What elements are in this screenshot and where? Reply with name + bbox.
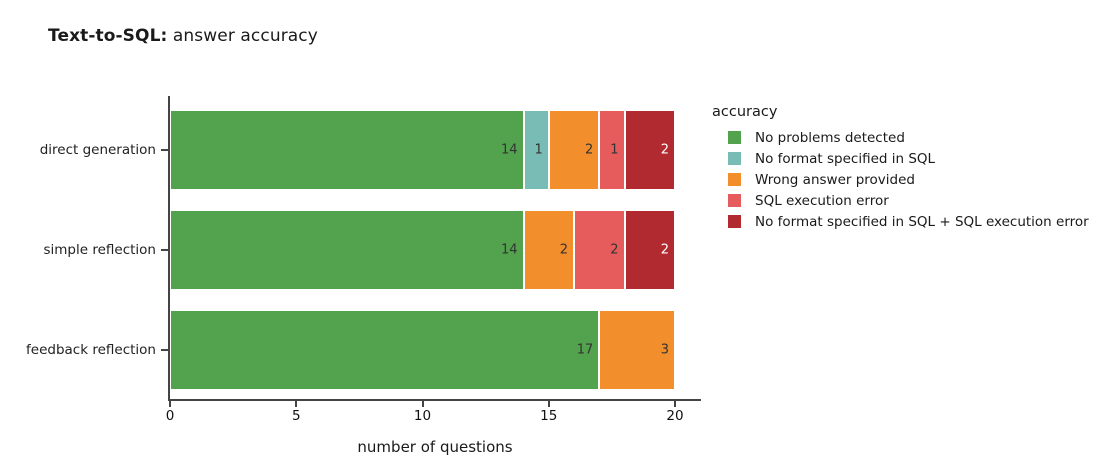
legend-item[interactable]: No format specified in SQL [712, 148, 1089, 169]
x-axis-tick-label: 10 [413, 408, 432, 424]
bar-row: 14 2 2 2 [0, 210, 1100, 290]
legend-item[interactable]: Wrong answer provided [712, 169, 1089, 190]
bar-value-label: 1 [610, 142, 619, 158]
bar-segment[interactable]: 2 [523, 210, 574, 290]
x-axis-tick-label: 15 [540, 408, 558, 424]
bar-segment[interactable]: 17 [170, 310, 600, 390]
x-axis-tick [547, 401, 550, 407]
x-axis-tick [421, 401, 424, 407]
bar-value-label: 14 [500, 142, 518, 158]
bar-row: 17 3 [0, 310, 1100, 390]
y-axis-label: feedback reflection [26, 342, 156, 358]
bar-value-label: 1 [534, 142, 543, 158]
bar-segment[interactable]: 14 [170, 210, 524, 290]
legend-swatch-icon [728, 173, 741, 186]
x-axis-tick-label: 5 [291, 408, 301, 424]
legend-item-label: SQL execution error [755, 192, 889, 209]
x-axis-title: number of questions [357, 438, 513, 456]
x-axis-tick-label: 0 [165, 408, 175, 424]
legend-item[interactable]: No problems detected [712, 127, 1089, 148]
y-axis-line [168, 96, 170, 401]
chart-title-rest: answer accuracy [167, 26, 318, 46]
legend-item-label: No format specified in SQL [755, 150, 936, 167]
bar-value-label: 2 [584, 142, 594, 158]
x-axis-line [168, 399, 701, 401]
y-axis-tick [161, 249, 168, 251]
legend-swatch-icon [728, 131, 741, 144]
legend-item[interactable]: SQL execution error [712, 190, 1089, 211]
bar-value-label: 3 [660, 342, 669, 358]
bar-value-label: 14 [500, 242, 518, 258]
chart-title: Text-to-SQL: answer accuracy [48, 26, 318, 46]
y-axis-label: direct generation [39, 142, 156, 158]
x-axis-tick-label: 20 [666, 408, 684, 424]
bar-segment[interactable]: 1 [599, 110, 625, 190]
bar-segment[interactable]: 2 [624, 210, 675, 290]
legend-item[interactable]: No format specified in SQL + SQL executi… [712, 211, 1089, 232]
legend-item-label: Wrong answer provided [755, 171, 915, 188]
x-axis-tick [169, 401, 171, 407]
bar-value-label: 2 [610, 242, 619, 258]
bar-value-label: 2 [559, 242, 568, 258]
chart-title-bold: Text-to-SQL: [48, 26, 168, 46]
legend-item-label: No format specified in SQL + SQL executi… [755, 213, 1089, 230]
x-axis-tick [295, 401, 298, 407]
y-axis-label: simple reflection [43, 242, 156, 258]
bar-segment[interactable]: 2 [548, 110, 600, 190]
bar-segment[interactable]: 2 [574, 210, 625, 290]
legend-swatch-icon [728, 152, 741, 165]
legend-items: No problems detected No format specified … [712, 127, 1089, 232]
legend-swatch-icon [728, 194, 741, 207]
x-axis-tick [674, 401, 676, 407]
legend-title: accuracy [712, 104, 778, 120]
bar-row: 14 1 2 1 2 [0, 110, 1100, 190]
bar-value-label: 2 [660, 242, 669, 258]
bar-value-label: 2 [660, 142, 669, 158]
legend: accuracy No problems detected No format s… [712, 104, 1089, 232]
legend-swatch-icon [728, 215, 741, 228]
bar-segment[interactable]: 2 [624, 110, 675, 190]
bar-segment[interactable]: 14 [170, 110, 524, 190]
bar-segment[interactable]: 1 [523, 110, 549, 190]
y-axis-tick [161, 349, 168, 351]
bar-segment[interactable]: 3 [599, 310, 675, 390]
y-axis-tick [161, 149, 168, 151]
bar-value-label: 17 [576, 342, 594, 358]
legend-item-label: No problems detected [755, 129, 905, 146]
